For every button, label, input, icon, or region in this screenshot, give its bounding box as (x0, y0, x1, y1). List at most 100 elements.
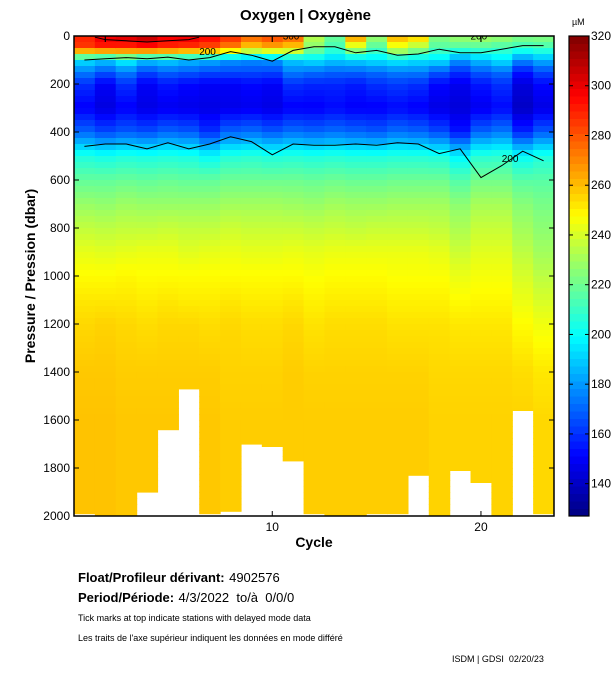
heatmap-cell (428, 402, 451, 409)
heatmap-cell (533, 378, 554, 385)
heatmap-cell (449, 282, 472, 289)
heatmap-cell (428, 192, 451, 199)
heatmap-cell (199, 510, 221, 515)
heatmap-cell (470, 264, 492, 271)
heatmap-cell (428, 102, 451, 109)
heatmap-cell (387, 138, 409, 145)
heatmap-cell (407, 366, 430, 373)
heatmap-cell (136, 72, 159, 79)
heatmap-cell (533, 372, 554, 379)
heatmap-cell (387, 204, 409, 211)
heatmap-cell (470, 402, 492, 409)
heatmap-cell (407, 282, 430, 289)
heatmap-cell (428, 474, 451, 481)
heatmap-cell (491, 168, 513, 175)
colorbar-segment (569, 268, 589, 277)
heatmap-cell (449, 426, 472, 433)
heatmap-cell (387, 108, 409, 115)
heatmap-cell (470, 210, 492, 217)
heatmap-cell (220, 264, 242, 271)
heatmap-cell (428, 252, 451, 259)
heatmap-cell (94, 306, 117, 313)
heatmap-cell (115, 66, 138, 73)
heatmap-cell (261, 60, 284, 67)
heatmap-cell (533, 192, 554, 199)
heatmap-cell (136, 222, 159, 229)
heatmap-cell (407, 90, 430, 97)
heatmap-cell (345, 492, 367, 499)
heatmap-cell (74, 168, 96, 175)
heatmap-cell (157, 144, 179, 151)
heatmap-cell (428, 486, 451, 493)
heatmap-cell (157, 270, 179, 277)
heatmap-cell (282, 90, 305, 97)
heatmap-cell (512, 390, 534, 397)
heatmap-cell (387, 462, 409, 469)
heatmap-cell (533, 288, 554, 295)
heatmap-cell (303, 246, 326, 253)
heatmap-cell (282, 156, 305, 163)
heatmap-cell (303, 288, 326, 295)
heatmap-cell (178, 72, 200, 79)
heatmap-cell (491, 186, 513, 193)
heatmap-cell (199, 84, 221, 91)
heatmap-cell (533, 414, 554, 421)
heatmap-cell (345, 270, 367, 277)
heatmap-cell (470, 114, 492, 121)
heatmap-cell (220, 282, 242, 289)
colorbar-segment (569, 463, 589, 472)
heatmap-cell (470, 462, 492, 469)
heatmap-cell (387, 180, 409, 187)
heatmap-cell (449, 204, 472, 211)
heatmap-cell (303, 258, 326, 265)
heatmap-cell (428, 324, 451, 331)
heatmap-cell (324, 378, 346, 385)
heatmap-cell (94, 78, 117, 85)
heatmap-cell (512, 216, 534, 223)
heatmap-cell (261, 402, 284, 409)
heatmap-cell (115, 246, 138, 253)
heatmap-cell (74, 426, 96, 433)
heatmap-cell (533, 294, 554, 301)
heatmap-cell (428, 318, 451, 325)
heatmap-cell (282, 204, 305, 211)
colorbar-tick-label: 240 (591, 228, 611, 242)
heatmap-cell (282, 54, 305, 61)
colorbar-segment (569, 501, 589, 509)
heatmap-cell (74, 324, 96, 331)
heatmap-cell (157, 288, 179, 295)
heatmap-cell (220, 270, 242, 277)
heatmap-cell (491, 384, 513, 391)
heatmap-cell (491, 336, 513, 343)
heatmap-cell (136, 258, 159, 265)
heatmap-cell (303, 144, 326, 151)
heatmap-cell (136, 450, 159, 457)
heatmap-cell (261, 288, 284, 295)
heatmap-cell (387, 198, 409, 205)
heatmap-cell (303, 138, 326, 145)
heatmap-cell (428, 258, 451, 265)
heatmap-cell (470, 312, 492, 319)
heatmap-cell (240, 150, 263, 157)
heatmap-cell (324, 300, 346, 307)
heatmap-cell (407, 318, 430, 325)
heatmap-cell (324, 228, 346, 235)
heatmap-cell (303, 204, 326, 211)
heatmap-cell (533, 96, 554, 103)
heatmap-cell (533, 342, 554, 349)
heatmap-cell (199, 234, 221, 241)
heatmap-cell (157, 204, 179, 211)
heatmap-cell (94, 420, 117, 427)
heatmap-cell (470, 156, 492, 163)
heatmap-cell (345, 276, 367, 283)
heatmap-cell (407, 78, 430, 85)
heatmap-cell (261, 408, 284, 415)
colorbar-segment (569, 36, 589, 44)
heatmap-cell (387, 492, 409, 499)
heatmap-cell (387, 276, 409, 283)
colorbar-segment (569, 441, 589, 449)
colorbar-segment (569, 118, 589, 127)
heatmap-cell (491, 84, 513, 91)
heatmap-cell (428, 462, 451, 469)
heatmap-cell (94, 504, 117, 511)
